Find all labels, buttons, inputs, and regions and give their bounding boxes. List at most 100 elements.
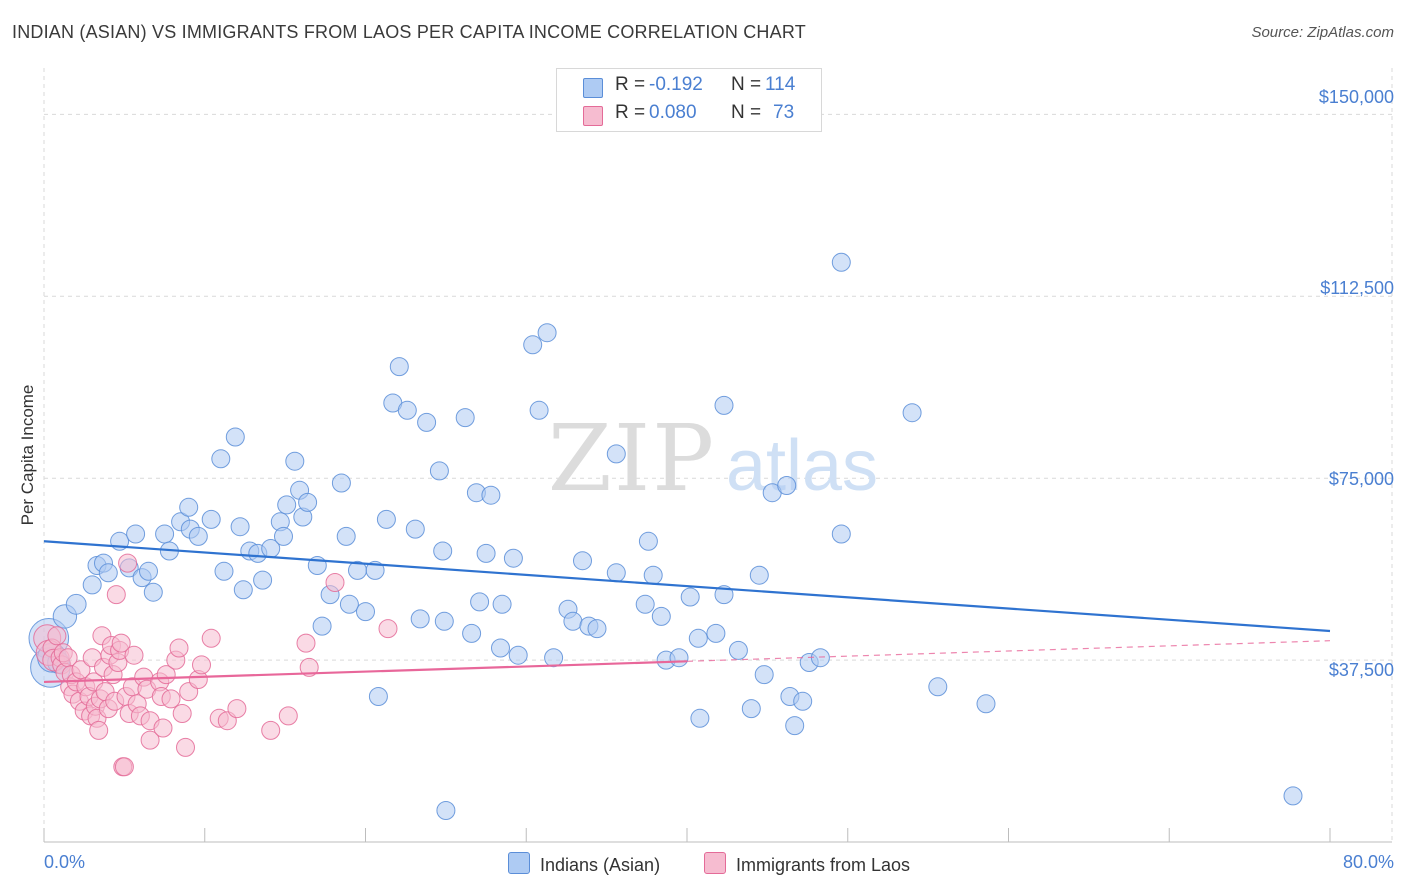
legend-n-label: N = [731,102,762,123]
trend-line-laos-extension [686,640,1331,662]
point-indians [669,648,689,668]
point-indians [831,252,851,272]
legend-swatch-blue [583,78,603,98]
point-indians [336,526,356,546]
point-laos [176,737,195,757]
point-indians [455,408,475,428]
x-axis-max-label: 80.0% [1342,852,1394,872]
point-indians [754,665,774,685]
point-indians [587,619,607,639]
y-tick-label: $75,000 [1328,469,1394,489]
legend-n-label: N = [731,74,762,95]
point-indians [179,497,199,517]
point-indians [690,708,710,728]
point-laos [172,704,192,723]
point-indians [285,451,305,471]
data-points [28,252,1303,820]
point-laos [106,585,126,605]
grid-lines [44,113,1392,661]
point-indians [470,592,490,612]
point-indians [635,594,655,614]
legend-r-value: 0.080 [649,102,697,123]
point-laos [278,706,298,726]
axes [43,68,1393,843]
point-indians [233,580,253,600]
point-indians [491,638,510,658]
point-indians [417,412,437,432]
point-indians [82,575,102,595]
point-indians [230,517,250,537]
watermark-atlas: atlas [726,426,878,506]
bottom-legend-label: Indians (Asian) [540,855,661,875]
point-indians [339,594,359,614]
legend-r-value: -0.192 [649,74,703,95]
y-tick-label: $150,000 [1318,87,1394,107]
point-laos [296,633,316,653]
point-indians [529,400,549,420]
bottom-legend-indians: Indians (Asian) [508,852,660,876]
point-indians [436,801,456,820]
point-indians [65,593,87,615]
point-indians [728,640,748,660]
point-indians [793,691,813,711]
point-indians [405,519,425,539]
point-indians [410,609,430,629]
point-indians [749,565,769,585]
point-indians [331,473,351,493]
point-laos [378,619,398,639]
source-credit: Source: ZipAtlas.com [1251,24,1394,41]
point-indians [481,485,501,505]
point-indians [201,509,221,529]
point-laos [89,720,109,740]
point-laos [114,757,134,777]
point-indians [503,548,523,568]
point-indians [508,645,528,665]
point-laos [161,689,181,709]
point-indians [155,524,175,544]
point-indians [688,628,708,648]
chart-title: INDIAN (ASIAN) VS IMMIGRANTS FROM LAOS P… [12,22,806,42]
point-indians [225,427,245,447]
trend-line-laos [43,660,688,684]
point-indians [98,563,118,583]
point-indians [274,526,293,546]
point-indians [777,476,797,495]
point-indians [902,403,922,423]
y-tick-label: $37,500 [1328,660,1394,680]
point-indians [312,616,332,636]
point-indians [706,623,726,643]
point-laos [227,699,247,719]
point-indians [606,563,626,583]
point-laos [111,633,131,653]
point-indians [376,509,396,529]
point-indians [1283,786,1303,806]
point-indians [139,561,158,581]
point-indians [785,716,805,736]
point-indians [523,335,543,355]
point-laos [261,720,281,740]
point-indians [643,565,663,585]
point-laos [47,626,67,646]
point-laos [140,730,160,750]
point-indians [928,677,948,697]
bottom-swatch-blue [508,852,530,874]
legend-n-value: 114 [765,74,796,95]
point-indians [356,602,375,622]
bottom-legend-label: Immigrants from Laos [736,855,911,875]
point-indians [741,699,761,719]
point-indians [211,449,231,469]
point-indians [462,623,482,643]
trend-lines [43,540,1331,684]
point-indians [277,495,297,515]
point-indians [397,400,417,420]
point-indians [573,551,592,571]
point-indians [298,492,318,512]
point-laos [124,645,144,665]
point-indians [492,594,512,614]
x-axis-min-label: 0.0% [44,852,86,872]
point-laos [169,638,189,658]
point-indians [188,526,208,546]
point-indians [680,587,700,607]
point-indians [651,606,671,626]
